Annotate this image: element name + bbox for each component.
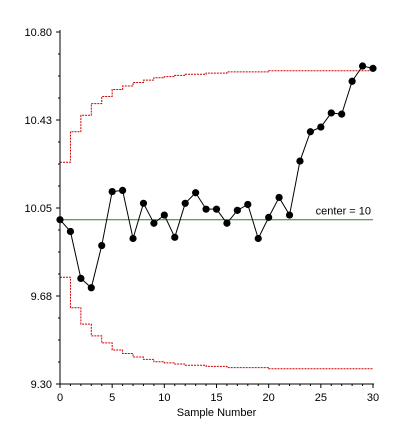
- y-tick-label: 9.68: [31, 291, 52, 303]
- data-series: [56, 62, 377, 292]
- x-tick-label: 15: [210, 392, 222, 404]
- y-tick-label: 10.43: [24, 115, 52, 127]
- x-tick-label: 20: [263, 392, 275, 404]
- data-point: [108, 187, 116, 196]
- data-point: [358, 62, 367, 70]
- data-point: [129, 234, 137, 243]
- axes: 9.30 9.68 10.05 10.43 10.80 0 5 10 15 20 25 30: [24, 27, 379, 404]
- data-point: [306, 128, 314, 136]
- data-point: [202, 205, 210, 213]
- data-point: [223, 219, 231, 227]
- upper-control-limit: [60, 70, 373, 163]
- data-point: [265, 213, 273, 221]
- data-point: [119, 186, 127, 194]
- center-line-label: center = 10: [316, 206, 371, 218]
- data-point: [150, 219, 158, 227]
- data-point: [160, 211, 168, 219]
- y-tick-label: 10.80: [24, 27, 52, 39]
- x-tick-label: 0: [57, 392, 63, 404]
- x-tick-label: 25: [315, 392, 327, 404]
- data-point: [254, 234, 262, 243]
- data-point: [285, 211, 294, 219]
- series-line: [59, 65, 374, 289]
- data-point: [275, 193, 283, 202]
- data-point: [369, 64, 377, 72]
- data-point: [317, 123, 325, 131]
- control-limits: [60, 70, 373, 370]
- data-point: [139, 199, 148, 207]
- data-point: [244, 200, 252, 209]
- data-point: [296, 157, 304, 165]
- x-tick-label: 30: [367, 392, 379, 404]
- data-point: [66, 227, 75, 236]
- data-point: [233, 206, 241, 214]
- lower-control-limit: [60, 276, 373, 370]
- data-point: [192, 189, 200, 197]
- data-point: [327, 109, 335, 117]
- data-point: [212, 205, 221, 213]
- data-point: [171, 233, 179, 241]
- data-point: [348, 77, 356, 85]
- data-point: [338, 110, 346, 118]
- data-point: [77, 274, 85, 282]
- y-tick-label: 10.05: [24, 203, 52, 215]
- x-axis-title: Sample Number: [177, 407, 257, 419]
- data-point: [181, 199, 189, 207]
- data-point: [87, 284, 95, 292]
- data-point: [98, 241, 106, 250]
- y-tick-label: 9.30: [31, 379, 52, 391]
- x-tick-label: 5: [109, 392, 115, 404]
- x-tick-label: 10: [158, 392, 170, 404]
